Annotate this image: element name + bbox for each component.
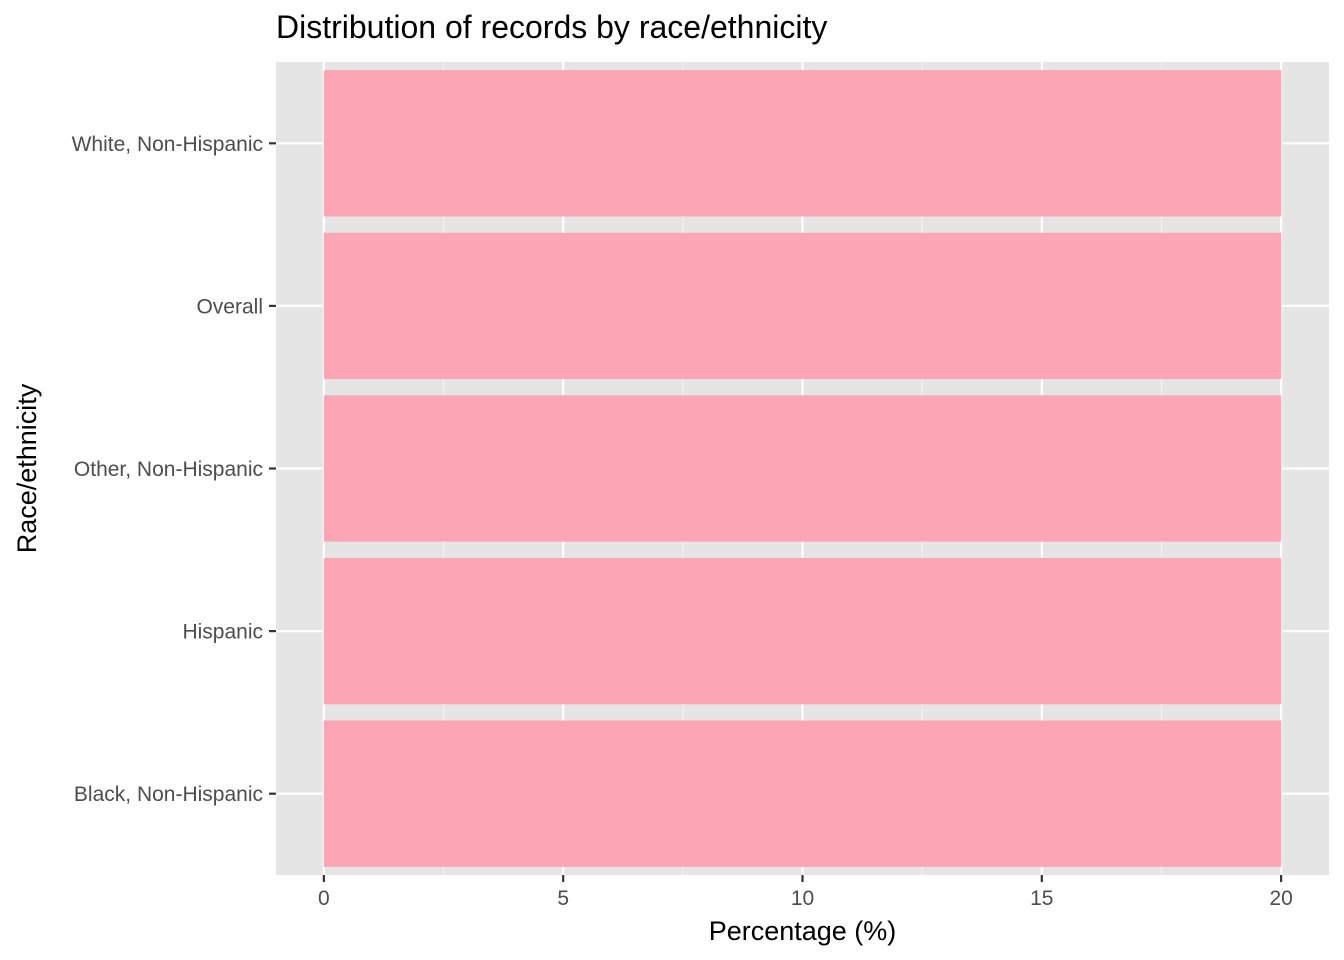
bar [323, 232, 1282, 380]
bars [323, 70, 1282, 867]
y-tick-label: Overall [196, 295, 263, 318]
y-tick-label: Other, Non-Hispanic [74, 458, 263, 481]
y-tick-label: Black, Non-Hispanic [74, 783, 263, 806]
bar [323, 70, 1282, 217]
x-tick-label: 0 [318, 887, 330, 910]
x-tick-label: 5 [557, 887, 569, 910]
chart-title: Distribution of records by race/ethnicit… [276, 9, 827, 45]
x-tick-label: 20 [1269, 887, 1292, 910]
y-axis-title: Race/ethnicity [12, 383, 42, 553]
y-tick-label: Hispanic [182, 621, 263, 644]
x-tick-label: 10 [791, 887, 814, 910]
x-axis-title: Percentage (%) [709, 916, 897, 946]
y-axis: White, Non-Hispanic Overall Other, Non-His… [72, 133, 276, 806]
bar [323, 720, 1282, 867]
y-tick-label: White, Non-Hispanic [72, 133, 263, 156]
bar [323, 395, 1282, 542]
bar [323, 557, 1282, 705]
x-axis: 0 5 10 15 20 [318, 875, 1293, 910]
x-tick-label: 15 [1030, 887, 1053, 910]
